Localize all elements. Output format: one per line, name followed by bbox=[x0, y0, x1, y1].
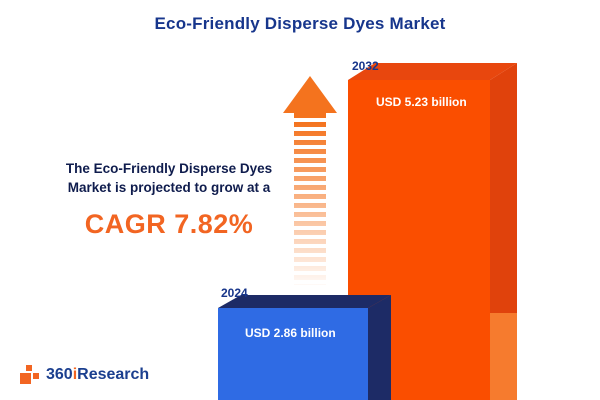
logo-text-360: 360 bbox=[46, 366, 73, 383]
bar-2032-side-face-upper bbox=[490, 63, 517, 313]
logo-text: 360iResearch bbox=[46, 366, 149, 384]
logo-text-research: Research bbox=[77, 366, 150, 383]
growth-arrow-fade bbox=[294, 113, 326, 285]
brand-logo: 360iResearch bbox=[20, 365, 149, 385]
page-title: Eco-Friendly Disperse Dyes Market bbox=[154, 14, 446, 33]
bar-2024-year-label: 2024 bbox=[221, 286, 248, 300]
bar-2032-value-label: USD 5.23 billion bbox=[376, 95, 467, 109]
logo-mark-icon bbox=[20, 365, 39, 384]
bar-2032-top-face bbox=[348, 63, 517, 80]
logo-text-i: i bbox=[72, 366, 78, 383]
bar-2032-side-face-lower bbox=[490, 313, 517, 400]
growth-arrow-up-icon bbox=[283, 76, 337, 113]
bar-2032-year-label: 2032 bbox=[352, 59, 379, 73]
bar-2024-side-face bbox=[368, 295, 391, 400]
annotation-line2: Market is projected to grow at a bbox=[67, 179, 271, 195]
bar-2024-top-face bbox=[218, 295, 391, 308]
bar-2024-value-label: USD 2.86 billion bbox=[245, 326, 336, 340]
growth-annotation: The Eco-Friendly Disperse Dyes Market is… bbox=[28, 160, 310, 244]
cagr-value: CAGR 7.82% bbox=[84, 208, 254, 239]
annotation-line1: The Eco-Friendly Disperse Dyes bbox=[65, 161, 273, 176]
bar-2024-front-face bbox=[218, 308, 368, 400]
